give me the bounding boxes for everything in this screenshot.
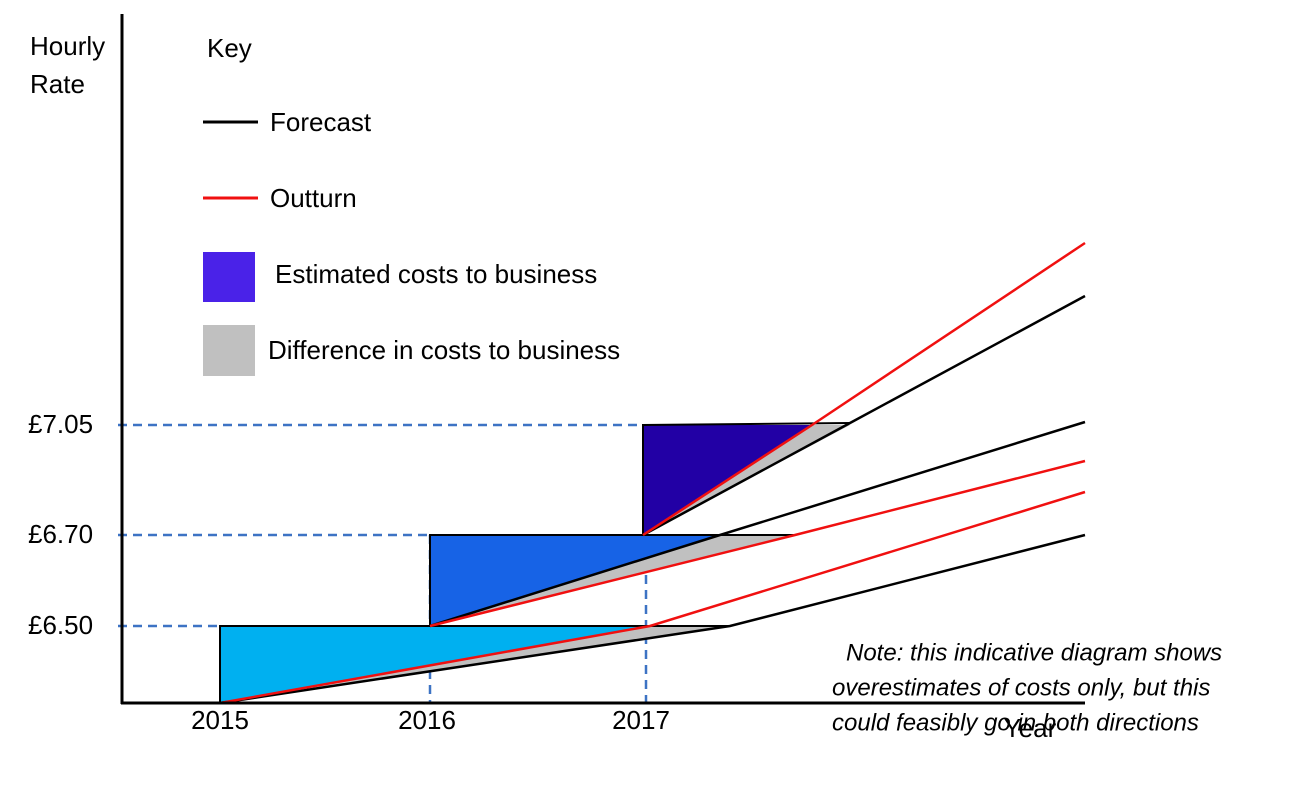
outline (642, 422, 851, 535)
key-label: Estimated costs to business (275, 259, 597, 289)
forecast-line (642, 294, 1086, 537)
key-label: Difference in costs to business (268, 335, 620, 365)
outturn-line (429, 459, 1086, 628)
x-axis-label: Year (1004, 713, 1057, 743)
y-axis-label: Rate (30, 69, 85, 99)
x-tick-label: 2017 (612, 705, 670, 735)
key-title: Key (207, 33, 252, 63)
outline (429, 534, 795, 626)
y-tick-label: £6.50 (28, 610, 93, 640)
y-axis-label: Hourly (30, 31, 105, 61)
key-label: Outturn (270, 183, 357, 213)
y-tick-label: £6.70 (28, 519, 93, 549)
forecast-line (219, 533, 1086, 705)
key-swatch (203, 325, 255, 376)
key-swatch (203, 252, 255, 302)
outturn-line (219, 490, 1086, 705)
y-tick-label: £7.05 (28, 409, 93, 439)
note: overestimates of costs only, but this (832, 674, 1210, 701)
note: Note: this indicative diagram shows (846, 639, 1222, 666)
x-tick-label: 2015 (191, 705, 249, 735)
outturn-line (642, 241, 1086, 537)
key-label: Forecast (270, 107, 372, 137)
note: could feasibly go in both directions (832, 709, 1199, 736)
outline (219, 625, 730, 703)
x-tick-label: 2016 (398, 705, 456, 735)
forecast-line (429, 420, 1086, 628)
